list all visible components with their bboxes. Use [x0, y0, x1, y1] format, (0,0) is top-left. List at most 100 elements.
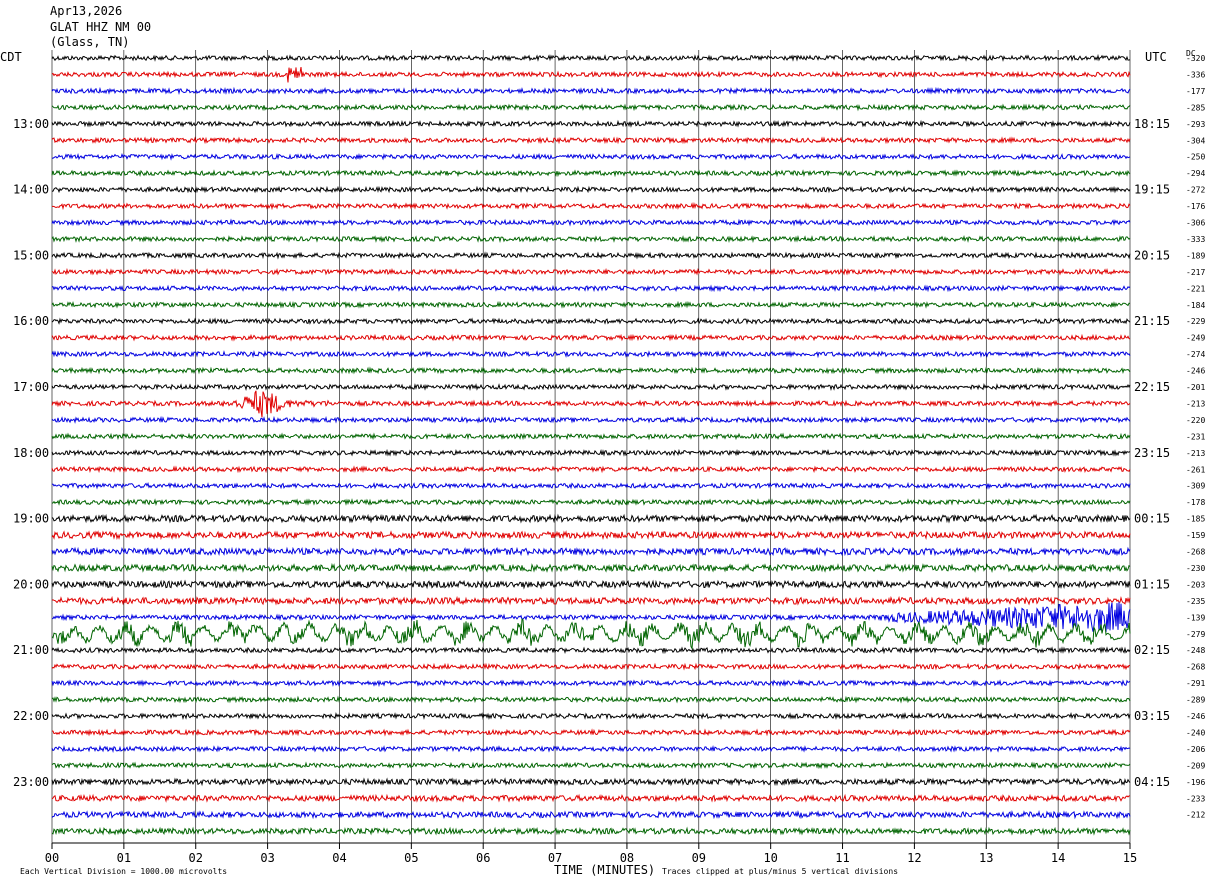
- x-tick-label: 14: [1051, 851, 1065, 865]
- trace-line: [51, 103, 1131, 112]
- dc-offset-value: -261: [1186, 465, 1205, 474]
- right-hour-label: 20:15: [1134, 248, 1170, 262]
- trace-line: [51, 415, 1131, 425]
- dc-offset-value: -268: [1186, 663, 1205, 672]
- trace-line: [51, 366, 1131, 375]
- trace-line: [51, 169, 1131, 178]
- x-tick-label: 12: [907, 851, 921, 865]
- x-tick-label: 15: [1123, 851, 1137, 865]
- trace-line: [51, 86, 1131, 95]
- dc-offset-value: -240: [1186, 728, 1205, 737]
- trace-line: [51, 235, 1131, 244]
- trace-line: [51, 744, 1131, 753]
- trace-line: [51, 695, 1131, 704]
- trace-line: [51, 662, 1131, 671]
- dc-offset-value: -309: [1186, 482, 1205, 491]
- dc-offset-header: DC: [1186, 49, 1196, 58]
- left-hour-label: 23:00: [13, 775, 49, 789]
- dc-offset-value: -289: [1186, 696, 1205, 705]
- dc-offset-value: -233: [1186, 794, 1205, 803]
- station-location: (Glass, TN): [50, 35, 130, 49]
- x-tick-label: 08: [620, 851, 634, 865]
- dc-offset-value: -246: [1186, 712, 1205, 721]
- dc-offset-value: -268: [1186, 548, 1205, 557]
- right-hour-label: 01:15: [1134, 577, 1170, 591]
- trace-line: [51, 136, 1131, 145]
- seismic-traces: [51, 53, 1131, 836]
- trace-line: [51, 350, 1131, 359]
- right-timezone-label: UTC: [1145, 50, 1167, 64]
- trace-line: [51, 448, 1131, 457]
- x-tick-label: 02: [189, 851, 203, 865]
- dc-offset-value: -213: [1186, 399, 1205, 408]
- dc-offset-value: -248: [1186, 646, 1205, 655]
- station-code: GLAT HHZ NM 00: [50, 20, 152, 34]
- dc-offset-value: -294: [1186, 169, 1205, 178]
- dc-offset-value: -246: [1186, 367, 1205, 376]
- trace-line: [51, 513, 1131, 524]
- left-hour-label: 20:00: [13, 577, 49, 591]
- dc-offset-value: -177: [1186, 87, 1205, 96]
- dc-offset-value: -221: [1186, 284, 1205, 293]
- dc-offset-value: -206: [1186, 745, 1205, 754]
- trace-line: [51, 530, 1131, 541]
- scale-note: Each Vertical Division = 1000.00 microvo…: [20, 867, 228, 876]
- dc-offset-value: -336: [1186, 70, 1205, 79]
- trace-labels: 13:00 14:00 15:00 16:00 17:00 18:00 19:00 20:00…: [13, 54, 1205, 820]
- dc-offset-value: -230: [1186, 564, 1205, 573]
- dc-offset-value: -333: [1186, 235, 1205, 244]
- trace-line: [51, 777, 1131, 787]
- right-hour-label: 21:15: [1134, 314, 1170, 328]
- right-hour-label: 04:15: [1134, 775, 1170, 789]
- trace-line: [51, 679, 1131, 688]
- trace-line: [51, 152, 1131, 161]
- trace-line: [52, 201, 1131, 211]
- x-tick-label: 07: [548, 851, 562, 865]
- left-hour-label: 22:00: [13, 709, 49, 723]
- dc-offset-value: -159: [1186, 531, 1205, 540]
- trace-line: [51, 646, 1131, 655]
- trace-line: [51, 119, 1131, 128]
- dc-offset-value: -176: [1186, 202, 1205, 211]
- x-tick-label: 06: [476, 851, 490, 865]
- trace-line: [51, 562, 1131, 574]
- trace-line: [51, 67, 1131, 83]
- dc-offset-value: -196: [1186, 778, 1205, 787]
- trace-line: [51, 595, 1131, 606]
- dc-offset-value: -274: [1186, 350, 1205, 359]
- dc-offset-value: -304: [1186, 136, 1205, 145]
- dc-offset-value: -178: [1186, 498, 1205, 507]
- trace-line: [51, 185, 1131, 194]
- minute-grid: [51, 50, 1131, 843]
- left-hour-label: 14:00: [13, 183, 49, 197]
- trace-line: [51, 284, 1131, 293]
- dc-offset-value: -229: [1186, 317, 1205, 326]
- dc-offset-value: -184: [1186, 301, 1205, 310]
- dc-offset-value: -203: [1186, 580, 1205, 589]
- left-hour-label: 19:00: [13, 512, 49, 526]
- dc-offset-value: -212: [1186, 811, 1205, 820]
- time-axis: 00 01 02 03 04 05 06 07 08 09 10 11 12 13 14 15: [45, 842, 1137, 865]
- dc-offset-value: -285: [1186, 103, 1205, 112]
- dc-offset-value: -213: [1186, 449, 1205, 458]
- dc-offset-value: -291: [1186, 679, 1205, 688]
- right-hour-label: 18:15: [1134, 117, 1170, 131]
- x-tick-label: 05: [404, 851, 418, 865]
- dc-offset-value: -209: [1186, 761, 1205, 770]
- x-axis-label: TIME (MINUTES): [554, 863, 656, 877]
- trace-line: [51, 579, 1131, 590]
- trace-line: [51, 498, 1131, 507]
- dc-offset-value: -220: [1186, 416, 1205, 425]
- right-hour-label: 23:15: [1134, 446, 1170, 460]
- left-timezone-label: CDT: [0, 50, 22, 64]
- trace-line: [51, 267, 1131, 276]
- trace-line: [51, 712, 1131, 721]
- dc-offset-value: -185: [1186, 515, 1205, 524]
- x-tick-label: 09: [692, 851, 706, 865]
- right-hour-label: 02:15: [1134, 643, 1170, 657]
- trace-line: [51, 390, 1131, 418]
- x-tick-label: 01: [117, 851, 131, 865]
- trace-line: [51, 826, 1131, 836]
- trace-line: [51, 481, 1131, 490]
- trace-line: [51, 618, 1131, 651]
